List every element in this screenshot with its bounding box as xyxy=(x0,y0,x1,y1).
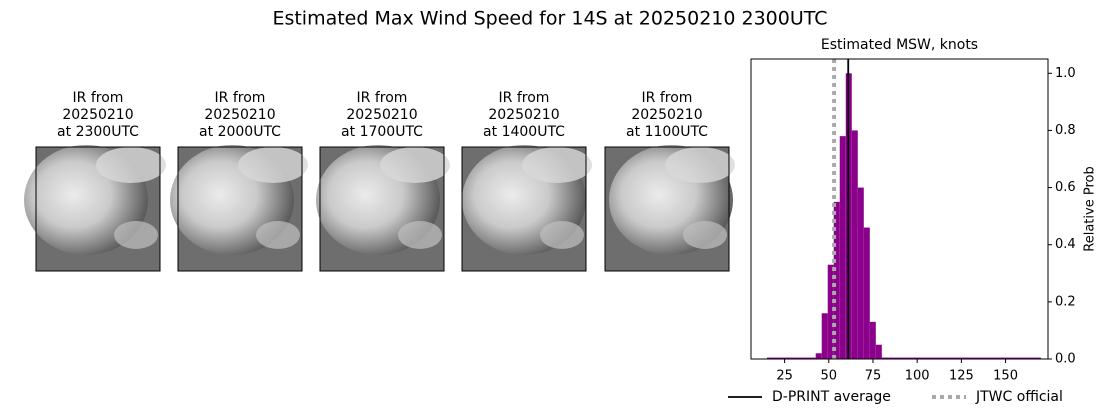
panel-title: 20250210 xyxy=(631,107,702,123)
ir-cloud xyxy=(96,147,166,183)
y-tick-label: 0.6 xyxy=(1055,180,1076,195)
bar xyxy=(869,321,876,359)
y-tick-label: 0.2 xyxy=(1055,294,1076,309)
bar xyxy=(815,353,822,359)
ir-cloud xyxy=(522,147,592,183)
bar xyxy=(766,357,816,359)
panel-title: at 2300UTC xyxy=(57,124,139,140)
y-axis-label: Relative Prob xyxy=(1083,166,1098,251)
x-tick-label: 75 xyxy=(865,369,882,384)
x-tick-label: 50 xyxy=(821,369,838,384)
x-tick-label: 100 xyxy=(905,369,930,384)
panel-title: 20250210 xyxy=(204,107,275,123)
ir-cloud xyxy=(238,147,308,183)
panel-title: IR from xyxy=(357,90,408,106)
ir-image-frame xyxy=(177,146,303,272)
axis-title: Estimated MSW, knots xyxy=(821,37,978,53)
bar xyxy=(851,130,858,359)
x-tick-label: 25 xyxy=(776,369,793,384)
bar xyxy=(839,136,846,359)
ir-cloud xyxy=(683,221,727,249)
ir-cloud xyxy=(540,221,584,249)
x-tick-label: 150 xyxy=(993,369,1018,384)
panel-title: IR from xyxy=(642,90,693,106)
y-tick-label: 1.0 xyxy=(1055,66,1076,81)
bar xyxy=(857,187,864,359)
ir-image-frame xyxy=(35,146,161,272)
legend-label: JTWC official xyxy=(975,389,1063,405)
panel-title: 20250210 xyxy=(346,107,417,123)
panel-title: IR from xyxy=(499,90,550,106)
ir-image-frame xyxy=(604,146,730,272)
x-tick-label: 125 xyxy=(949,369,974,384)
panel-title: at 1100UTC xyxy=(626,124,708,140)
bar xyxy=(821,313,828,359)
panel-title: IR from xyxy=(73,90,124,106)
ir-image-frame xyxy=(319,146,445,272)
panel-title: IR from xyxy=(215,90,266,106)
plot-frame xyxy=(750,58,1049,360)
bar xyxy=(875,344,882,359)
ir-image-frame xyxy=(461,146,587,272)
ir-cloud xyxy=(665,147,735,183)
figure-title: Estimated Max Wind Speed for 14S at 2025… xyxy=(272,8,827,30)
y-tick-label: 0.0 xyxy=(1055,352,1076,367)
y-tick-label: 0.8 xyxy=(1055,123,1076,138)
panel-title: 20250210 xyxy=(62,107,133,123)
ir-cloud xyxy=(114,221,158,249)
legend-label: D-PRINT average xyxy=(772,389,891,405)
bar xyxy=(881,357,1041,359)
bar xyxy=(827,264,834,359)
ir-cloud xyxy=(380,147,450,183)
bar xyxy=(863,227,870,359)
panel-title: 20250210 xyxy=(488,107,559,123)
ir-cloud xyxy=(398,221,442,249)
bar xyxy=(833,201,840,359)
y-tick-label: 0.4 xyxy=(1055,237,1076,252)
panel-title: at 1400UTC xyxy=(483,124,565,140)
panel-title: at 2000UTC xyxy=(199,124,281,140)
ir-cloud xyxy=(256,221,300,249)
panel-title: at 1700UTC xyxy=(341,124,423,140)
